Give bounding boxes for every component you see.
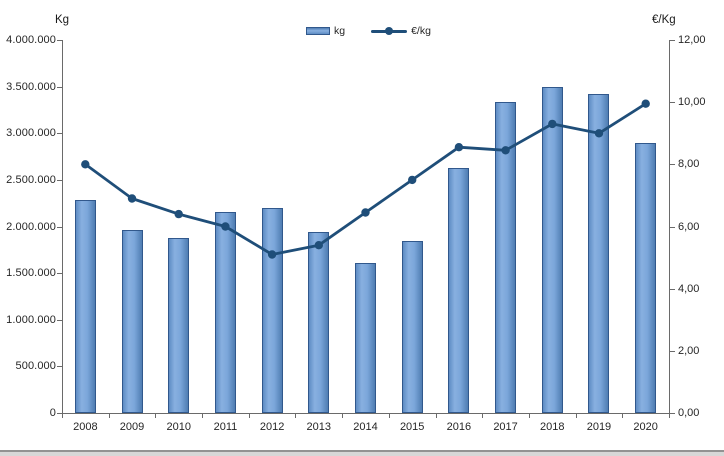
bar-2014	[355, 262, 376, 413]
window-bottom-edge	[0, 450, 724, 456]
left-axis-tick-label: 500.000	[15, 360, 56, 373]
x-axis-category-label: 2013	[306, 421, 332, 433]
x-axis-category-label: 2016	[446, 421, 472, 433]
right-axis-tick	[670, 288, 675, 290]
right-axis-tick	[670, 102, 675, 104]
x-axis-tick	[482, 414, 484, 418]
x-axis-category-label: 2017	[493, 421, 518, 433]
x-axis-category-label: 2012	[259, 421, 285, 433]
right-axis-line	[669, 40, 670, 413]
bar-2020	[635, 142, 657, 413]
bar-series-swatch-icon	[306, 27, 330, 35]
x-axis-category-label: 2018	[540, 421, 565, 433]
bar-2015	[401, 241, 423, 413]
bar-2013	[308, 232, 330, 413]
left-axis-tick	[57, 179, 62, 181]
bar-2017	[495, 101, 517, 413]
x-axis-category-label: 2008	[73, 421, 98, 433]
legend-item-kg[interactable]: kg	[306, 25, 345, 37]
left-axis-tick-label: 1.500.000	[6, 267, 56, 280]
x-axis-line	[62, 413, 670, 414]
chart-legend: kg €/kg	[306, 22, 431, 40]
left-axis-tick	[57, 273, 62, 275]
left-axis-tick-label: 3.000.000	[6, 127, 56, 140]
line-point-2020	[641, 99, 650, 108]
bar-2009	[121, 230, 143, 413]
x-axis-tick	[528, 414, 530, 418]
x-axis-tick	[575, 414, 577, 418]
right-axis-tick	[670, 226, 675, 228]
x-axis-tick	[342, 414, 344, 418]
right-axis-tick	[670, 350, 675, 352]
left-axis-tick	[57, 366, 62, 368]
x-axis-category-label: 2020	[633, 421, 658, 433]
left-axis-tick-label: 2.500.000	[6, 173, 56, 186]
x-axis-tick	[202, 414, 204, 418]
left-axis-tick	[57, 133, 62, 135]
left-axis-tick	[57, 413, 62, 414]
x-axis-tick	[435, 414, 437, 418]
line-point-2014	[361, 208, 370, 217]
left-axis-tick-label: 3.500.000	[6, 80, 56, 93]
left-axis-tick-label: 2.000.000	[6, 220, 56, 233]
x-axis-tick	[248, 414, 250, 418]
left-axis-tick	[57, 40, 62, 41]
left-axis-title: Kg	[55, 14, 70, 26]
legend-item-eur-per-kg[interactable]: €/kg	[371, 25, 431, 37]
bar-2011	[214, 211, 236, 413]
right-axis-title: €/Kg	[652, 14, 676, 26]
bar-2016	[448, 167, 470, 413]
x-axis-tick	[388, 414, 390, 418]
x-axis-category-label: 2011	[213, 421, 238, 433]
left-axis-tick	[57, 86, 62, 88]
bar-2012	[261, 207, 283, 413]
right-axis-tick	[670, 413, 675, 414]
bar-2010	[168, 237, 190, 413]
line-point-2009	[127, 194, 137, 203]
right-axis-tick-label: 4,00	[678, 282, 700, 295]
left-axis-tick	[57, 319, 62, 321]
left-axis-tick-label: 1.000.000	[6, 313, 56, 326]
right-axis-tick-label: 12,00	[678, 34, 706, 46]
x-axis-category-label: 2019	[586, 421, 612, 433]
x-axis-tick	[669, 414, 670, 418]
x-axis-category-label: 2014	[353, 421, 378, 433]
right-axis-tick-label: 10,00	[678, 96, 706, 109]
right-axis-tick	[670, 164, 675, 166]
x-axis-category-label: 2015	[399, 421, 425, 433]
x-axis-category-label: 2009	[119, 421, 145, 433]
bar-2018	[541, 86, 563, 413]
left-axis-line	[62, 40, 63, 413]
legend-label-kg: kg	[334, 25, 346, 37]
x-axis-tick	[622, 414, 624, 418]
line-point-2015	[408, 175, 417, 185]
right-axis-tick-label: 8,00	[678, 158, 700, 171]
bar-2008	[74, 200, 96, 413]
left-axis-tick-label: 4.000.000	[6, 34, 56, 46]
line-point-2008	[81, 160, 90, 169]
x-axis-tick	[62, 414, 63, 418]
legend-label-eur-per-kg: €/kg	[411, 25, 431, 37]
right-axis-tick-label: 0,00	[678, 407, 700, 419]
line-point-2010	[174, 209, 183, 219]
left-axis-tick	[57, 226, 62, 228]
x-axis-category-label: 2010	[166, 421, 191, 433]
x-axis-tick	[155, 414, 157, 418]
right-axis-tick-label: 2,00	[678, 344, 700, 357]
right-axis-tick	[670, 40, 675, 41]
x-axis-tick	[295, 414, 297, 418]
bar-2019	[588, 94, 610, 413]
line-series-swatch-icon	[371, 26, 408, 36]
left-axis-tick-label: 0	[49, 407, 56, 419]
x-axis-tick	[108, 414, 110, 418]
right-axis-tick-label: 6,00	[678, 220, 700, 233]
line-point-2016	[454, 143, 464, 152]
